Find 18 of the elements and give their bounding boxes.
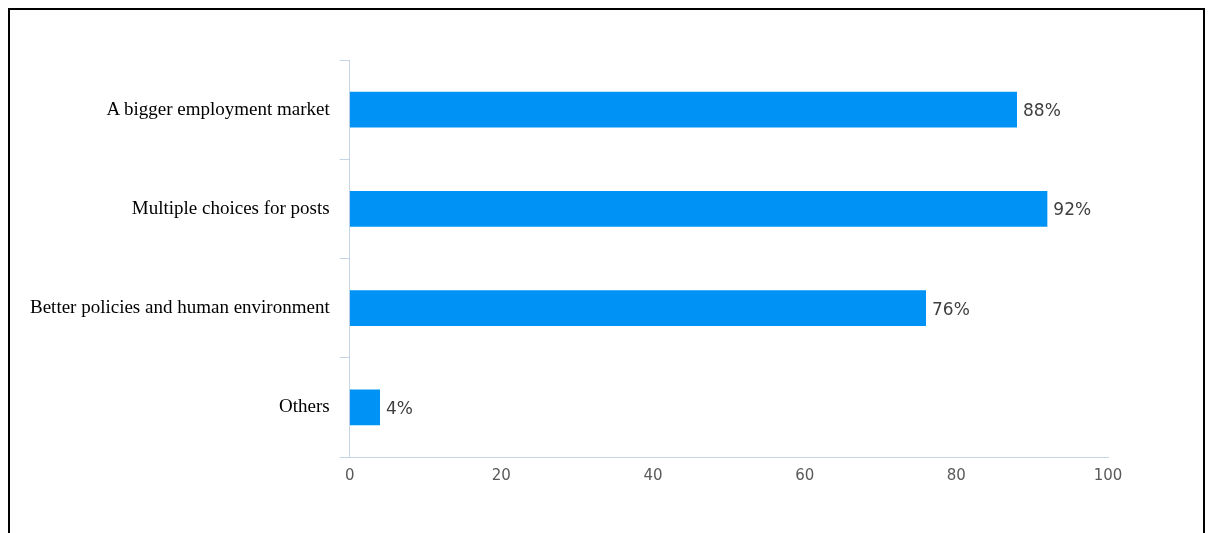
data-label: 76% [932, 298, 970, 319]
data-label: 88% [1023, 100, 1061, 121]
bar [349, 91, 1017, 128]
x-tick-label: 20 [491, 465, 511, 484]
x-tick-label: 0 [344, 465, 355, 484]
x-tick-label: 80 [946, 465, 966, 484]
data-label: 4% [386, 397, 414, 418]
bar [349, 389, 381, 426]
bar [349, 290, 927, 326]
y-tick-label: Others [279, 395, 330, 417]
y-tick-label: Multiple choices for posts [131, 196, 330, 218]
x-tick-label: 40 [643, 465, 663, 484]
x-tick-label: 60 [795, 465, 815, 484]
bar [349, 191, 1048, 227]
data-label: 92% [1053, 199, 1092, 220]
x-tick-label: 100 [1093, 465, 1123, 484]
y-tick-label: Better policies and human environment [29, 296, 331, 318]
y-tick-label: A bigger employment market [106, 97, 331, 119]
